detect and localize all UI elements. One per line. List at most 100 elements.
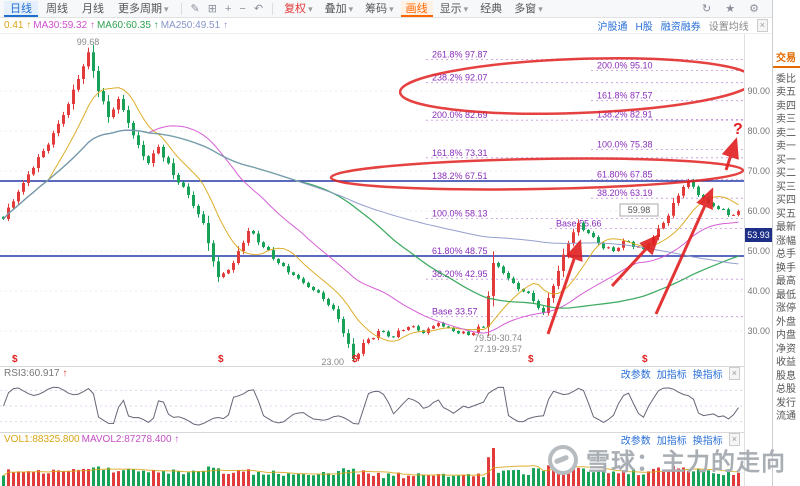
toolbar-divider bbox=[180, 2, 182, 15]
period-tab-日线[interactable]: 日线 bbox=[4, 0, 38, 17]
settings-icon[interactable]: ⚙ bbox=[749, 3, 759, 15]
menu-复权[interactable]: 复权 bbox=[279, 1, 318, 17]
grid-icon[interactable]: ⊞ bbox=[207, 3, 217, 15]
current-price-badge: 53.93 bbox=[745, 228, 772, 243]
menu-筹码[interactable]: 筹码 bbox=[360, 1, 399, 17]
quote-field-内盘: 内盘 bbox=[776, 330, 796, 341]
main-chart-area[interactable]: 261.8% 97.87 238.2% 92.07 200.0% 82.69 161.… bbox=[0, 34, 744, 366]
svg-text:27.19-29.57: 27.19-29.57 bbox=[474, 344, 522, 354]
close-rsi-panel-button[interactable]: × bbox=[728, 367, 740, 380]
axis-divider bbox=[744, 34, 745, 486]
rsi-plot-area bbox=[0, 380, 744, 435]
quote-field-总手: 总手 bbox=[776, 249, 796, 260]
svg-text:200.0% 82.69: 200.0% 82.69 bbox=[432, 110, 488, 120]
quote-field-收益: 收益 bbox=[776, 357, 796, 368]
quote-field-换手: 换手 bbox=[776, 262, 796, 274]
menu-经典[interactable]: 经典 bbox=[480, 2, 503, 15]
svg-text:161.8% 73.31: 161.8% 73.31 bbox=[432, 148, 488, 158]
ma-value: 0.41 ↑ bbox=[4, 20, 32, 31]
link-H股[interactable]: H股 bbox=[635, 22, 653, 33]
volume-panel-links: 改参数 加指标 换指标 × bbox=[621, 432, 740, 447]
quote-field-外盘: 外盘 bbox=[776, 316, 796, 328]
svg-text:38.20% 63.19: 38.20% 63.19 bbox=[597, 188, 653, 198]
quote-tab-交易[interactable]: 交易 bbox=[773, 52, 800, 68]
close-ma-row-button[interactable]: × bbox=[756, 19, 768, 32]
axis-tick: 70.00 bbox=[747, 166, 770, 176]
volume-link-改参数[interactable]: 改参数 bbox=[620, 436, 651, 447]
menu-多窗[interactable]: 多窗 bbox=[509, 1, 548, 17]
axis-tick: 80.00 bbox=[747, 126, 770, 136]
rsi-chart[interactable] bbox=[0, 380, 744, 432]
quote-field-涨停: 涨停 bbox=[776, 303, 796, 314]
axis-tick: 40.00 bbox=[747, 286, 770, 296]
menu-画线[interactable]: 画线 bbox=[400, 0, 433, 17]
quote-field-涨幅: 涨幅 bbox=[776, 235, 796, 247]
svg-text:38.20% 42.95: 38.20% 42.95 bbox=[432, 269, 488, 279]
svg-text:100.0% 75.38: 100.0% 75.38 bbox=[597, 140, 653, 150]
volume-indicator-value: MAVOL2:87278.400 ↑ bbox=[81, 434, 180, 445]
close-volume-panel-button[interactable]: × bbox=[728, 433, 740, 446]
chart-menus: 复权叠加筹码画线显示经典多窗 bbox=[279, 0, 548, 17]
svg-text:138.2% 67.51: 138.2% 67.51 bbox=[432, 171, 488, 181]
svg-text:61.80% 48.75: 61.80% 48.75 bbox=[432, 246, 488, 256]
svg-text:238.2% 92.07: 238.2% 92.07 bbox=[432, 73, 488, 83]
quote-field-最新: 最新 bbox=[776, 222, 796, 233]
volume-plot-area bbox=[0, 446, 744, 486]
xueqiu-logo-icon bbox=[548, 444, 578, 475]
quote-field-流通: 流通 bbox=[776, 411, 796, 422]
quote-field-卖三: 卖三 bbox=[776, 114, 796, 125]
quote-field-卖四: 卖四 bbox=[776, 100, 796, 112]
quote-field-买五: 买五 bbox=[776, 208, 796, 220]
draw-pencil-icon[interactable]: ✎ bbox=[190, 3, 200, 15]
rsi-panel-header: RSI3:60.917 ↑ 改参数 加指标 换指标 × bbox=[0, 366, 744, 381]
watermark-text: 雪球：主力的走向 bbox=[586, 449, 786, 476]
svg-text:61.80% 67.85: 61.80% 67.85 bbox=[597, 170, 653, 180]
axis-tick: 60.00 bbox=[747, 206, 770, 216]
candlestick-chart[interactable]: 261.8% 97.87 238.2% 92.07 200.0% 82.69 161.… bbox=[0, 34, 744, 366]
volume-link-换指标[interactable]: 换指标 bbox=[692, 436, 723, 447]
menu-叠加[interactable]: 叠加 bbox=[320, 1, 359, 17]
zoom-out-icon[interactable]: − bbox=[239, 2, 246, 15]
volume-link-加指标[interactable]: 加指标 bbox=[656, 436, 687, 447]
refresh-icon[interactable]: ↻ bbox=[702, 3, 712, 15]
quote-field-发行: 发行 bbox=[776, 397, 796, 409]
link-沪股通[interactable]: 沪股通 bbox=[597, 22, 628, 33]
rsi-link-加指标[interactable]: 加指标 bbox=[656, 370, 687, 381]
axis-tick: 90.00 bbox=[747, 86, 770, 96]
rsi-link-换指标[interactable]: 换指标 bbox=[692, 370, 723, 381]
link-融资融券[interactable]: 融资融券 bbox=[660, 22, 701, 33]
menu-显示[interactable]: 显示 bbox=[435, 1, 474, 17]
quote-field-卖五: 卖五 bbox=[776, 87, 796, 98]
price-axis: 90.00 80.00 70.00 60.00 50.00 40.00 30.00 53.93 bbox=[744, 34, 772, 366]
ma-legend-row: 0.41 ↑ MA30:59.32 ↑ MA60:60.35 ↑ MA250:49.5… bbox=[0, 18, 772, 34]
svg-text:Base 33.57: Base 33.57 bbox=[432, 307, 478, 317]
rsi-value: RSI3:60.917 ↑ bbox=[4, 368, 67, 379]
volume-values: VOL1:88325.800 MAVOL2:87278.400 ↑ bbox=[4, 434, 179, 445]
quote-field-买三: 买三 bbox=[776, 181, 796, 193]
svg-text:161.8% 87.57: 161.8% 87.57 bbox=[597, 91, 653, 101]
ma-settings-link[interactable]: 设置均线 bbox=[708, 22, 749, 33]
ma-legend-values: 0.41 ↑ MA30:59.32 ↑ MA60:60.35 ↑ MA250:49.5… bbox=[4, 20, 228, 31]
rsi-up-arrow: ↑ bbox=[62, 368, 68, 379]
quote-field-卖二: 卖二 bbox=[776, 127, 796, 139]
period-tab-周线[interactable]: 周线 bbox=[46, 2, 68, 15]
rsi-panel-links: 改参数 加指标 换指标 × bbox=[621, 366, 740, 381]
quote-field-卖一: 卖一 bbox=[776, 141, 796, 152]
zoom-in-icon[interactable]: + bbox=[224, 2, 232, 15]
volume-panel-header: VOL1:88325.800 MAVOL2:87278.400 ↑ 改参数 加指标换… bbox=[0, 432, 744, 447]
rsi-link-改参数[interactable]: 改参数 bbox=[620, 370, 651, 381]
svg-text:99.68: 99.68 bbox=[77, 37, 100, 47]
toolbar-divider bbox=[272, 2, 274, 15]
period-tab-月线[interactable]: 月线 bbox=[82, 2, 104, 15]
quote-field-总股: 总股 bbox=[776, 384, 796, 395]
quote-field-买一: 买一 bbox=[776, 154, 796, 166]
svg-text:138.2% 82.91: 138.2% 82.91 bbox=[597, 109, 653, 119]
undo-icon[interactable]: ↶ bbox=[253, 3, 264, 15]
quote-field-净资: 净资 bbox=[776, 343, 796, 355]
period-tab-更多周期[interactable]: 更多周期 bbox=[112, 1, 175, 17]
volume-chart[interactable] bbox=[0, 446, 744, 486]
star-icon[interactable]: ★ bbox=[725, 3, 736, 15]
axis-tick: 50.00 bbox=[747, 246, 770, 256]
